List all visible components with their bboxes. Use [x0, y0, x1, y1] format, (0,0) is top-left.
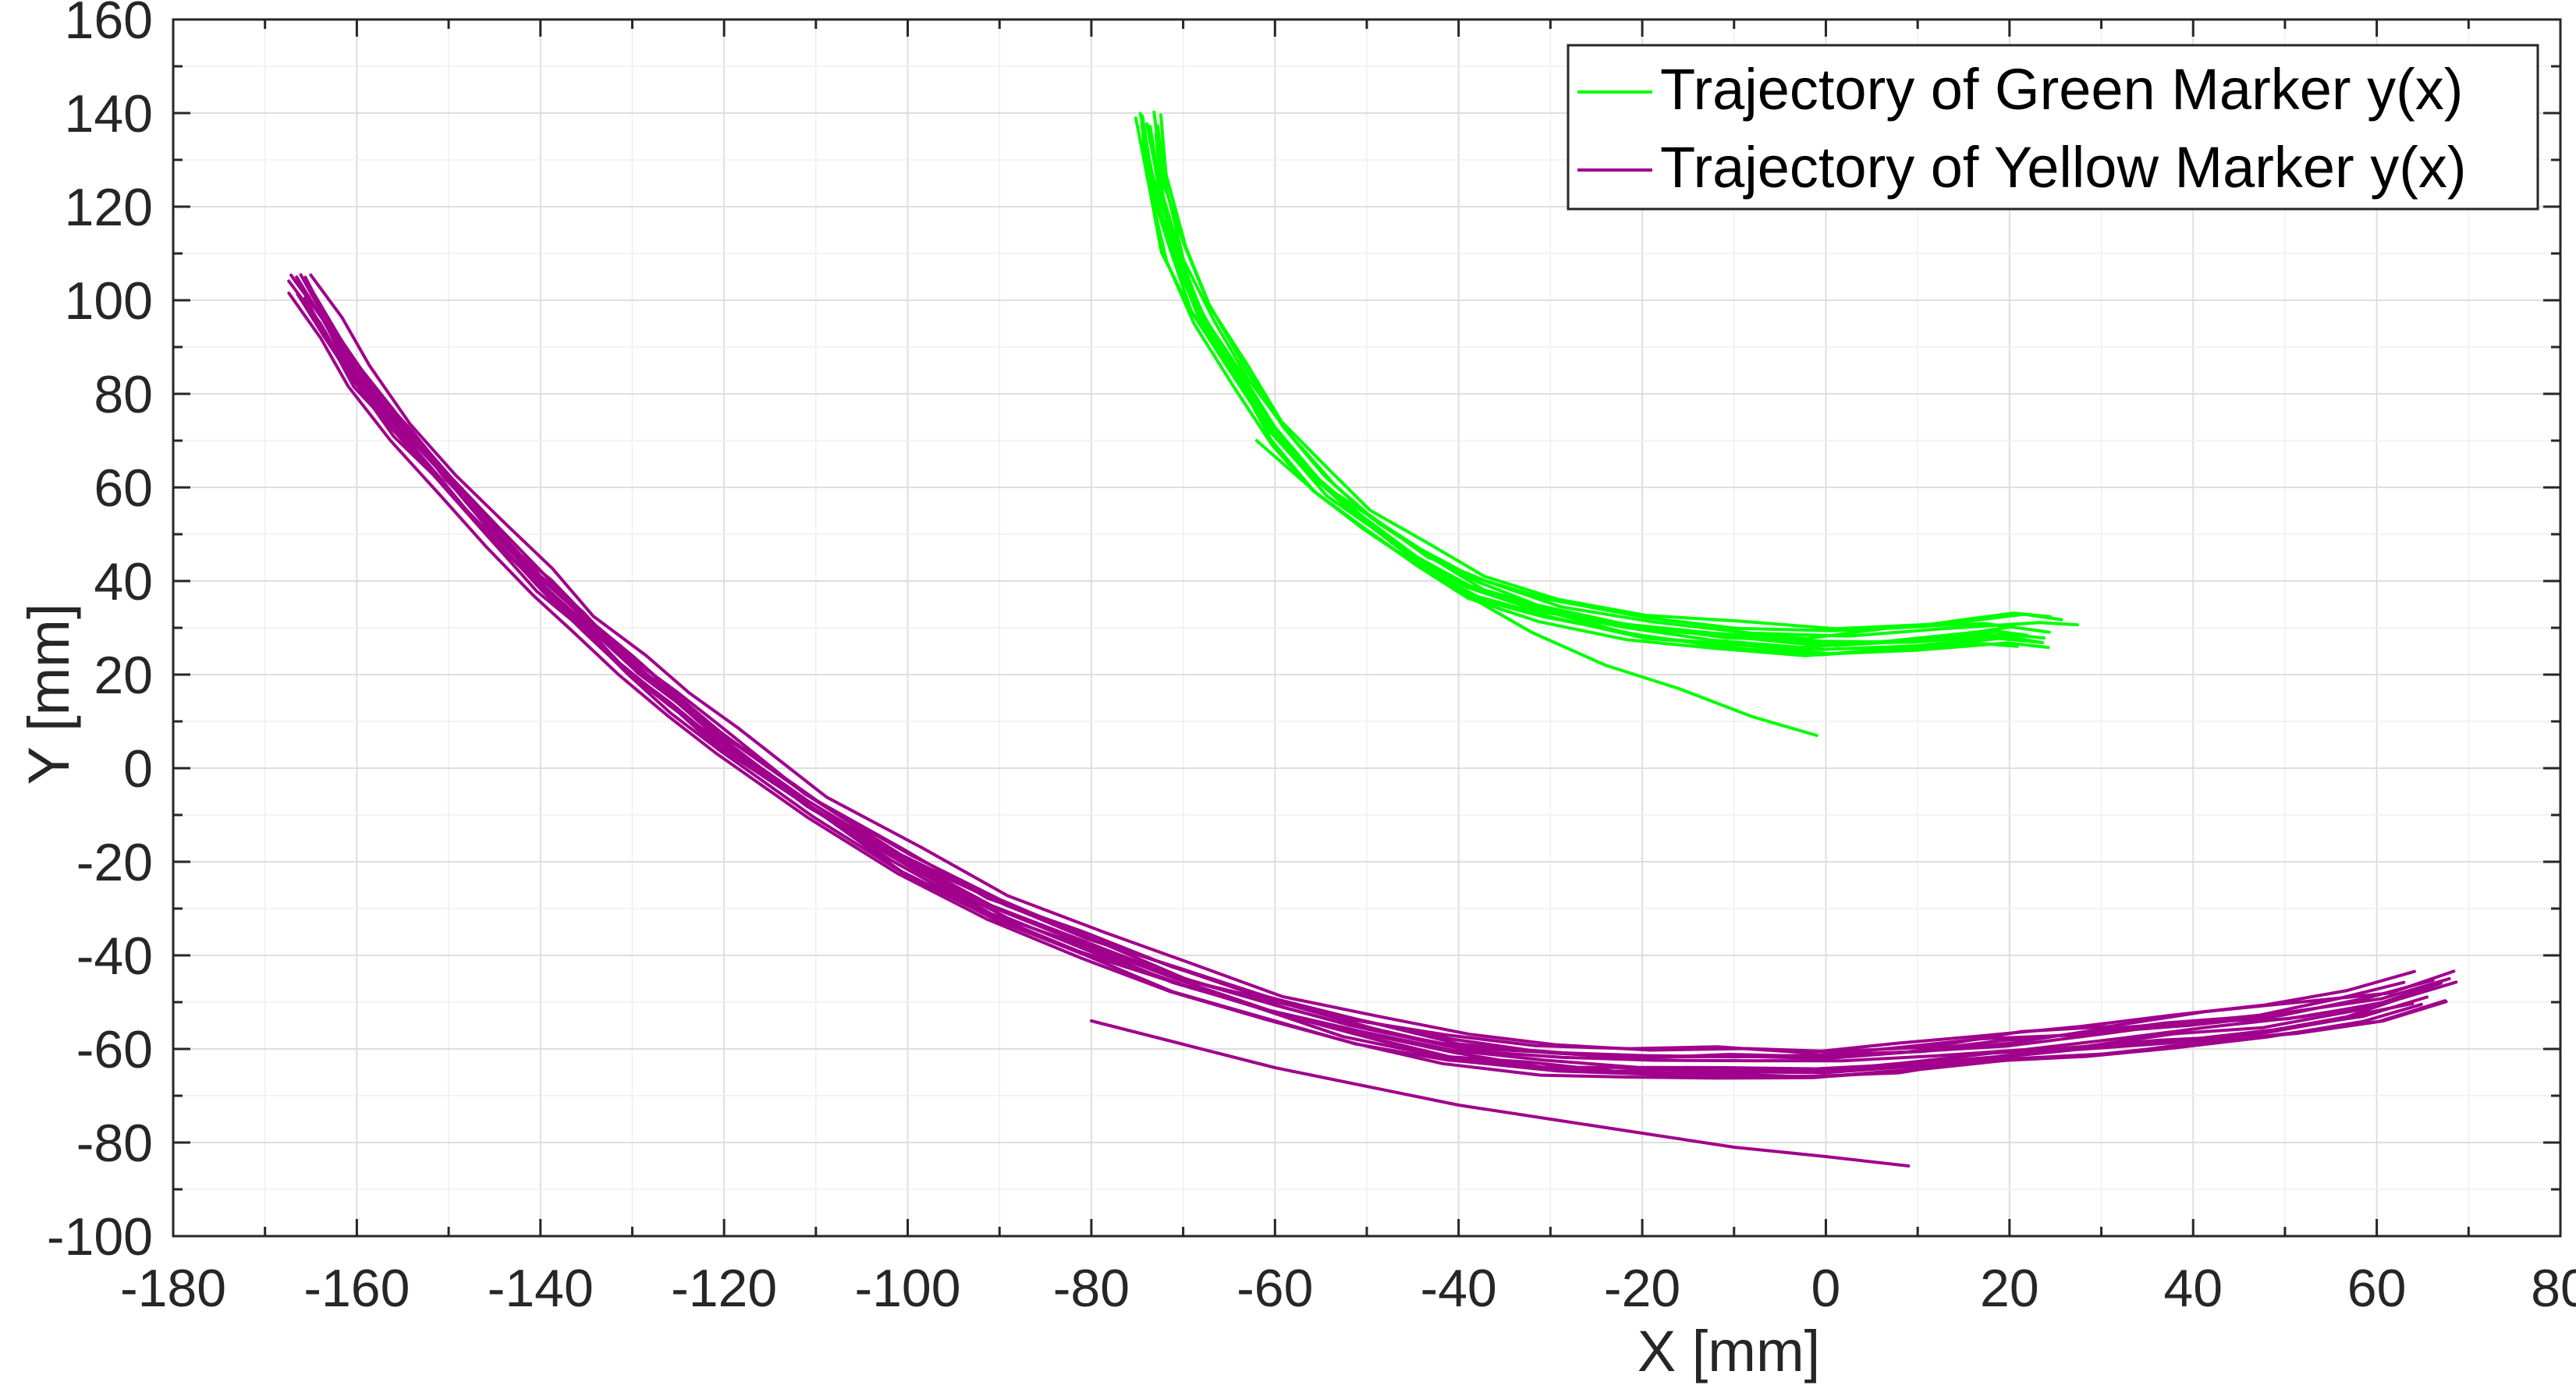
- y-tick-label: 160: [65, 0, 153, 50]
- x-tick-label: -60: [1237, 1259, 1313, 1318]
- series-line: [289, 273, 2435, 1060]
- series-layer: [287, 110, 2458, 1167]
- y-tick-label: 120: [65, 178, 153, 237]
- y-axis-label: Y [mm]: [16, 604, 81, 785]
- x-tick-label: -20: [1604, 1259, 1680, 1318]
- x-tick-label: -40: [1421, 1259, 1497, 1318]
- series-line: [295, 275, 2416, 1054]
- x-tick-label: -100: [854, 1259, 960, 1318]
- series-line: [1152, 110, 2053, 631]
- series-outlier-line: [1254, 439, 1818, 737]
- x-tick-label: -180: [120, 1259, 226, 1318]
- y-tick-label: -20: [76, 833, 153, 892]
- legend: Trajectory of Green Marker y(x) Trajecto…: [1567, 44, 2539, 211]
- y-tick-label: -80: [76, 1114, 153, 1173]
- legend-label-green: Trajectory of Green Marker y(x): [1660, 57, 2463, 122]
- x-tick-label: 40: [2163, 1259, 2223, 1318]
- y-tick-label: 20: [94, 646, 153, 705]
- x-tick-label: 80: [2531, 1259, 2576, 1318]
- legend-label-yellow: Trajectory of Yellow Marker y(x): [1660, 135, 2467, 200]
- y-tick-label: -100: [47, 1207, 153, 1267]
- y-tick-label: 140: [65, 84, 153, 143]
- x-tick-label: 0: [1811, 1259, 1841, 1318]
- y-tick-label: 60: [94, 459, 153, 518]
- y-tick-label: 100: [65, 271, 153, 331]
- tick-labels: -180 -160 -140 -120 -100 -80 -60 -40 -20 0 20 40 60 8…: [47, 0, 2576, 1318]
- x-tick-label: 20: [1980, 1259, 2039, 1318]
- x-tick-label: 60: [2347, 1259, 2407, 1318]
- series-line: [310, 288, 2458, 1063]
- y-tick-label: -60: [76, 1020, 153, 1079]
- x-tick-label: -120: [671, 1259, 777, 1318]
- x-tick-label: -160: [303, 1259, 410, 1318]
- series-line: [1140, 115, 2046, 644]
- x-tick-label: -80: [1053, 1259, 1130, 1318]
- series-yellow: [287, 273, 2458, 1167]
- y-tick-label: -40: [76, 927, 153, 986]
- series-outlier-line: [1089, 1019, 1911, 1167]
- x-tick-label: -140: [488, 1259, 594, 1318]
- series-line: [287, 291, 2423, 1080]
- y-tick-label: 0: [123, 739, 153, 799]
- y-tick-label: 40: [94, 552, 153, 611]
- y-tick-label: 80: [94, 365, 153, 424]
- series-green: [1134, 110, 2079, 737]
- legend-box: [1567, 44, 2539, 211]
- x-axis-label: X [mm]: [1637, 1319, 1820, 1384]
- ticks: [172, 18, 2562, 1238]
- series-line: [292, 277, 2397, 1074]
